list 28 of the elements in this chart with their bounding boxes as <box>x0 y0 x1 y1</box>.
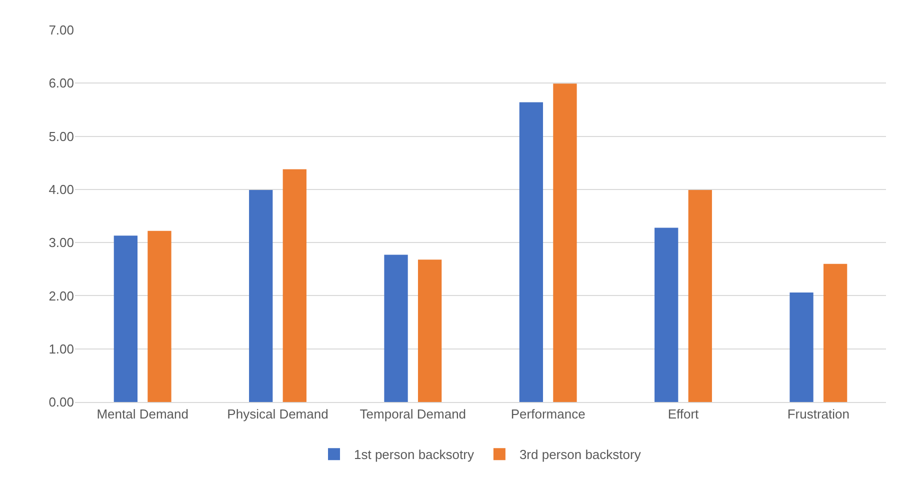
bar <box>553 84 577 402</box>
bar <box>384 254 408 402</box>
x-tick-label: Physical Demand <box>227 406 328 422</box>
bar <box>823 264 848 402</box>
x-tick-label: Mental Demand <box>96 406 188 422</box>
bar <box>519 102 544 402</box>
bar <box>790 292 814 402</box>
bar <box>148 230 172 402</box>
y-tick-label: 2.00 <box>48 288 74 304</box>
y-tick-label: 0.00 <box>48 394 74 410</box>
bar <box>654 228 678 402</box>
y-tick-label: 5.00 <box>48 128 74 144</box>
y-tick-label: 7.00 <box>48 22 74 38</box>
x-tick-label: Temporal Demand <box>360 406 466 422</box>
bar <box>282 169 306 402</box>
y-tick-label: 6.00 <box>48 76 74 91</box>
y-tick-label: 4.00 <box>48 182 74 197</box>
bar <box>688 190 712 402</box>
x-tick-label: Performance <box>510 406 586 422</box>
legend-label: 1st person backsotry <box>354 447 474 462</box>
x-tick-label: Effort <box>668 406 700 422</box>
y-tick-label: 1.00 <box>48 341 74 356</box>
bar <box>418 260 442 402</box>
x-tick-label: Frustration <box>787 406 850 422</box>
y-tick-label: 3.00 <box>48 235 74 250</box>
legend-label: 3rd person backstory <box>519 447 642 462</box>
bar <box>114 236 138 402</box>
bar <box>249 190 273 402</box>
